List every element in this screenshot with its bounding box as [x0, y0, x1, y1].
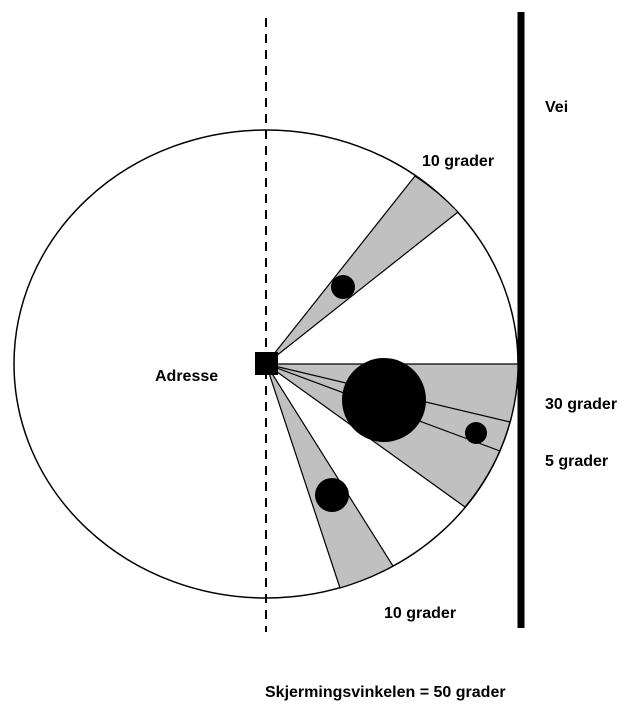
angle-label: 5 grader — [545, 453, 608, 470]
address-marker — [255, 352, 278, 375]
wedge-top — [265, 175, 459, 365]
obstacle — [315, 478, 349, 512]
angle-label: 30 grader — [545, 396, 617, 413]
wedge-bottom — [265, 363, 394, 589]
address-label: Adresse — [155, 368, 218, 385]
angle-label: 10 grader — [384, 605, 456, 622]
angle-label: 10 grader — [422, 153, 494, 170]
road-label: Vei — [545, 99, 568, 116]
obstacle — [342, 358, 426, 442]
obstacle — [331, 275, 355, 299]
obstacle — [465, 422, 487, 444]
summary-label: Skjermingsvinkelen = 50 grader — [265, 684, 506, 701]
